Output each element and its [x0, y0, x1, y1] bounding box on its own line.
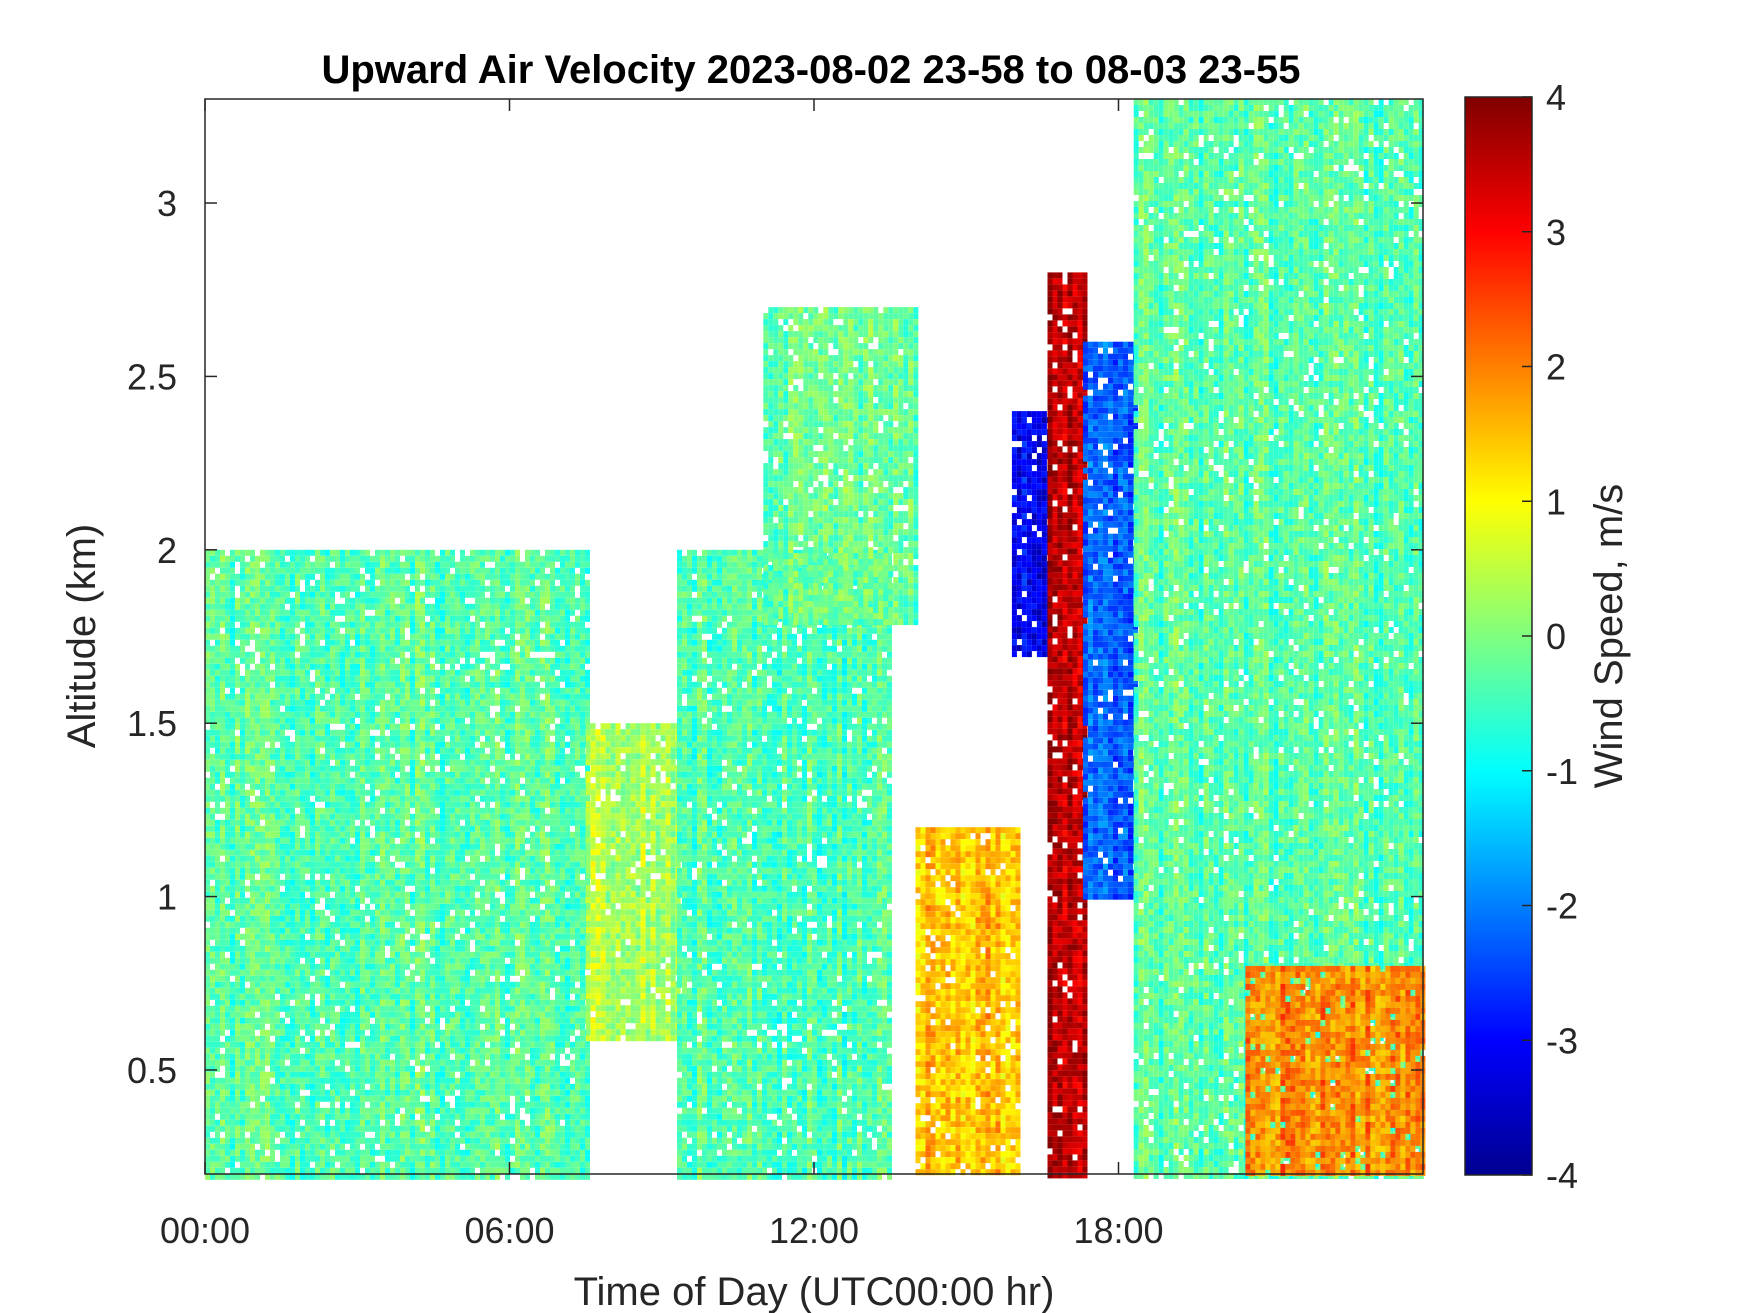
heatmap-cells [205, 99, 1426, 1180]
x-tick-label: 00:00 [160, 1210, 250, 1251]
heatmap-region [585, 723, 681, 1042]
colorbar-tick-label: -1 [1546, 751, 1578, 792]
colorbar-tick-label: 1 [1546, 481, 1566, 522]
colorbar-tick-label: 2 [1546, 347, 1566, 388]
x-tick-label: 12:00 [769, 1210, 859, 1251]
y-tick-label: 1 [157, 877, 177, 918]
heatmap-region [1011, 411, 1052, 658]
colorbar-tick-label: -2 [1546, 886, 1578, 927]
y-tick-label: 1.5 [127, 703, 177, 744]
heatmap-region [205, 549, 590, 1180]
y-axis-label: Altitude (km) [60, 524, 104, 749]
heatmap-region [1245, 965, 1426, 1176]
y-axis: 0.5 1 1.5 2 2.5 3 [127, 183, 1423, 1091]
heatmap-region [1083, 341, 1138, 900]
heatmap-region [1133, 99, 1424, 1179]
colorbar-tick-label: -4 [1546, 1155, 1578, 1196]
colorbar-label: Wind Speed, m/s [1587, 484, 1631, 789]
heatmap-region [763, 307, 919, 626]
y-tick-label: 3 [157, 183, 177, 224]
chart-title: Upward Air Velocity 2023-08-02 23-58 to … [321, 48, 1300, 92]
x-axis-label: Time of Day (UTC00:00 hr) [574, 1270, 1055, 1313]
colorbar-tick-label: 3 [1546, 212, 1566, 253]
y-tick-label: 2.5 [127, 356, 177, 397]
colorbar-tick-label: 4 [1546, 77, 1566, 118]
colorbar-tick-label: -3 [1546, 1020, 1578, 1061]
y-tick-label: 2 [157, 530, 177, 571]
heatmap-region [915, 827, 1021, 1176]
x-tick-label: 06:00 [464, 1210, 554, 1251]
y-tick-label: 0.5 [127, 1050, 177, 1091]
colorbar-ticks: -4 -3 -2 -1 0 1 2 3 4 [1522, 77, 1578, 1196]
x-axis: 00:00 06:00 12:00 18:00 [160, 99, 1164, 1251]
colorbar-tick-label: 0 [1546, 616, 1566, 657]
heatmap-region [1047, 272, 1088, 1179]
heatmap-region [677, 549, 892, 1180]
colorbar [1464, 96, 1533, 1176]
x-tick-label: 18:00 [1073, 1210, 1163, 1251]
